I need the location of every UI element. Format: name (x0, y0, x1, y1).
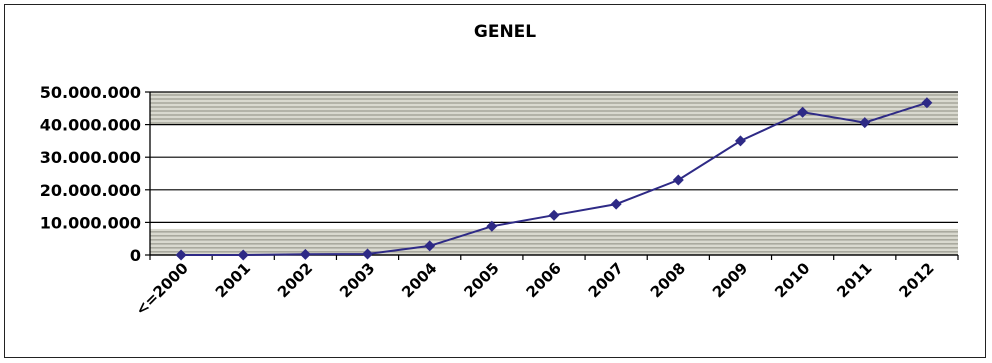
y-tick-label-2: 20.000.000 (40, 181, 141, 200)
x-tick-label-5: 2005 (460, 259, 502, 301)
plot-area (150, 92, 958, 255)
x-tick-label-2: 2002 (274, 259, 316, 301)
x-tick-label-3: 2003 (336, 259, 378, 301)
x-tick-label-11: 2011 (833, 259, 875, 301)
y-tick-label-0: 0 (130, 246, 141, 265)
data-point-2004 (424, 240, 436, 252)
y-axis: 0 10.000.000 20.000.000 30.000.000 40.000.00… (40, 83, 151, 265)
x-axis: <=2000 2001 2002 2003 2004 2005 2006 2007 2008 20… (132, 254, 959, 319)
x-tick-label-6: 2006 (523, 259, 565, 301)
x-tick-label-12: 2012 (896, 259, 938, 301)
x-tick-label-4: 2004 (398, 259, 440, 301)
data-point-2006 (548, 209, 560, 221)
data-point-2009 (734, 135, 746, 147)
y-tick-label-5: 50.000.000 (40, 83, 141, 102)
x-tick-label-8: 2008 (647, 259, 689, 301)
data-point-2007 (610, 198, 622, 210)
plot-hatch-band (150, 228, 958, 255)
data-point-2002 (299, 248, 311, 260)
data-point-2005 (486, 220, 498, 232)
data-point-2008 (672, 174, 684, 186)
x-tick-label-9: 2009 (709, 259, 751, 301)
y-tick-label-3: 30.000.000 (40, 148, 141, 167)
y-tick-label-4: 40.000.000 (40, 116, 141, 135)
data-point-2003 (362, 248, 374, 260)
data-point-2012 (921, 97, 933, 109)
x-tick-label-10: 2010 (771, 259, 813, 301)
x-tick-label-1: 2001 (212, 259, 254, 301)
data-point-2011 (859, 117, 871, 129)
plot-hatch-band (150, 92, 958, 125)
chart-title: GENEL (474, 22, 536, 42)
data-point-<=2000 (175, 249, 187, 261)
y-tick-label-1: 10.000.000 (40, 213, 141, 232)
x-tick-label-7: 2007 (585, 259, 627, 301)
series-line-group (175, 97, 933, 261)
data-point-2010 (797, 106, 809, 118)
x-tick-label-0: <=2000 (132, 259, 192, 319)
data-point-2001 (237, 249, 249, 261)
